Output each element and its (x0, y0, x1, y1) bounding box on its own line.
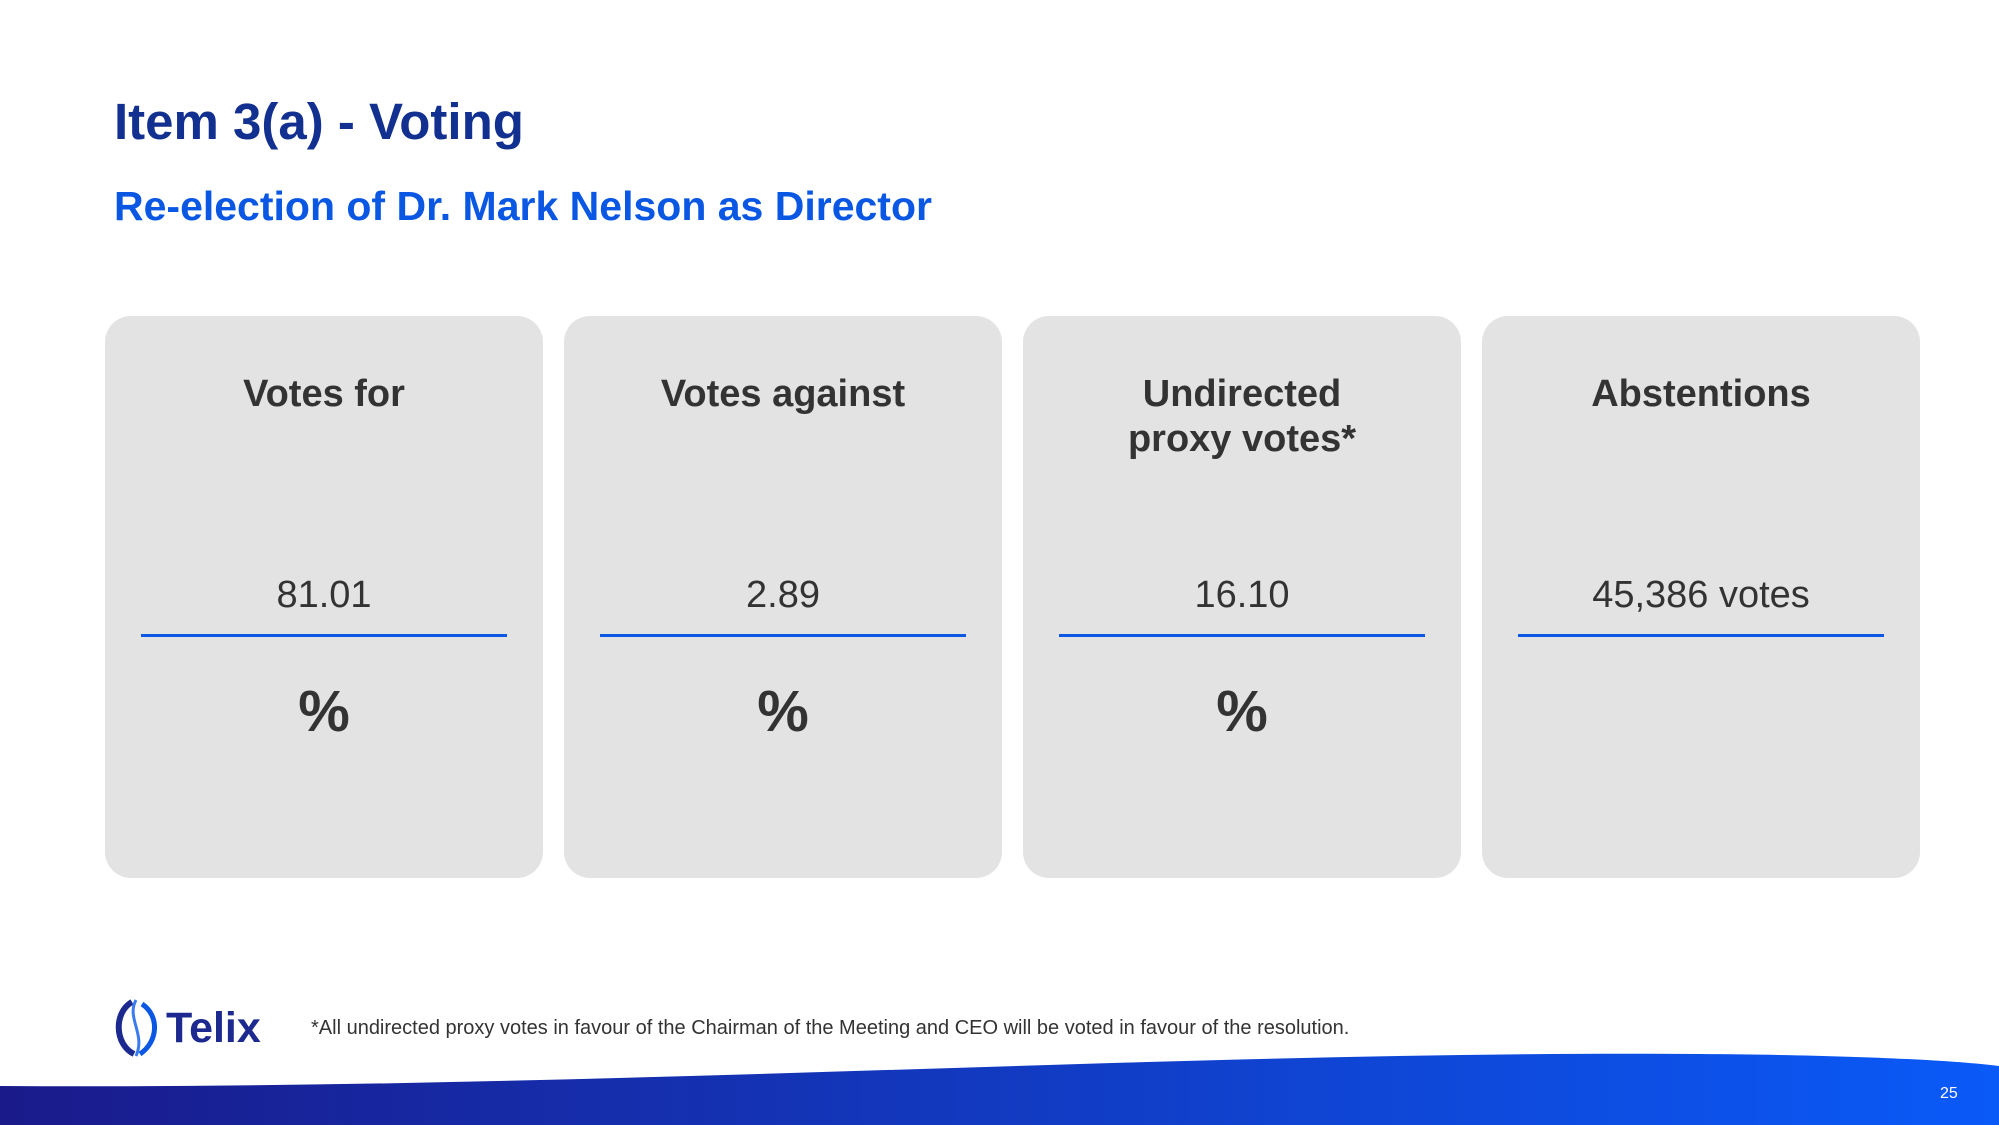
slide-title: Item 3(a) - Voting (114, 93, 524, 150)
divider (1059, 634, 1425, 637)
card-value: 81.01 (276, 574, 372, 616)
divider (600, 634, 966, 637)
page-number: 25 (1940, 1085, 1958, 1102)
card-label-line: proxy votes* (1127, 418, 1357, 460)
card-unit: % (298, 679, 350, 744)
logo-icon (115, 999, 157, 1057)
card-label-line: Votes against (660, 373, 906, 415)
footnote: *All undirected proxy votes in favour of… (311, 1017, 1350, 1039)
card-label: Undirected proxy votes* (1023, 372, 1461, 462)
card-value: 16.10 (1194, 574, 1290, 616)
card-label: Votes for (105, 372, 543, 417)
slide-subtitle: Re-election of Dr. Mark Nelson as Direct… (114, 183, 932, 229)
card-label-line: Abstentions (1591, 373, 1811, 415)
card-label: Votes against (564, 372, 1002, 417)
stat-card: Votes against 2.89% (564, 316, 1002, 878)
card-unit: % (1216, 679, 1268, 744)
card-label: Abstentions (1482, 372, 1920, 417)
card-label-line: Undirected (1142, 373, 1342, 415)
divider (1518, 634, 1884, 637)
card-unit: % (757, 679, 809, 744)
card-label-line: Votes for (243, 373, 405, 415)
logo-text: Telix (166, 1004, 261, 1052)
stat-card: Undirected proxy votes* 16.10% (1023, 316, 1461, 878)
stat-card: Votes for 81.01% (105, 316, 543, 878)
stat-card: Abstentions 45,386 votes (1482, 316, 1920, 878)
card-value: 2.89 (746, 574, 820, 616)
divider (141, 634, 507, 637)
card-value: 45,386 votes (1592, 574, 1810, 616)
